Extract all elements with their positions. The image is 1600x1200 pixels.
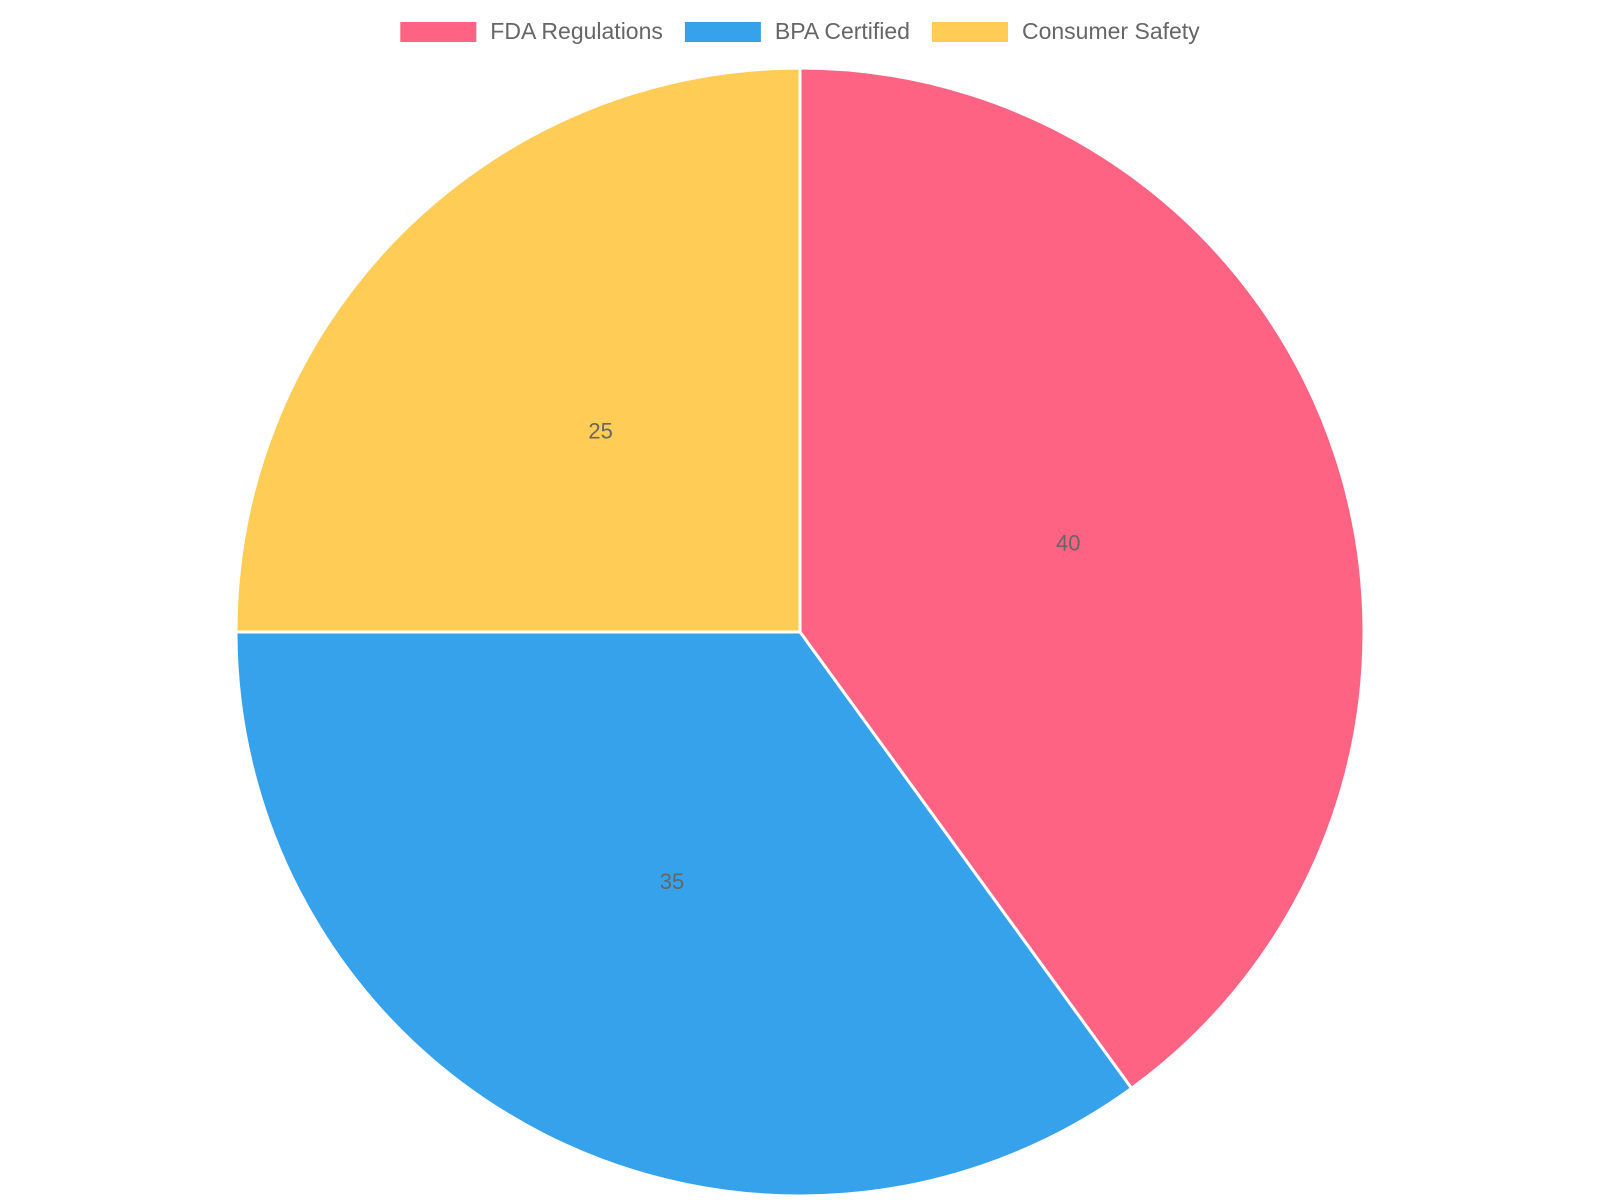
value-label: 40 bbox=[1056, 531, 1080, 556]
legend-text: Consumer Safety bbox=[1022, 18, 1200, 44]
legend-swatch bbox=[684, 22, 761, 42]
value-label: 25 bbox=[588, 418, 612, 443]
legend-text: FDA Regulations bbox=[490, 18, 663, 44]
legend-text: BPA Certified bbox=[775, 18, 910, 44]
legend-swatch bbox=[931, 22, 1008, 42]
legend-swatch bbox=[400, 22, 477, 42]
value-label: 35 bbox=[660, 869, 684, 894]
pie-slice bbox=[798, 66, 1366, 1091]
pie-slice bbox=[234, 66, 802, 634]
legend: FDA Regulations BPA Certified Consumer Saf… bbox=[400, 18, 1200, 44]
pie-slice bbox=[234, 630, 1134, 1198]
